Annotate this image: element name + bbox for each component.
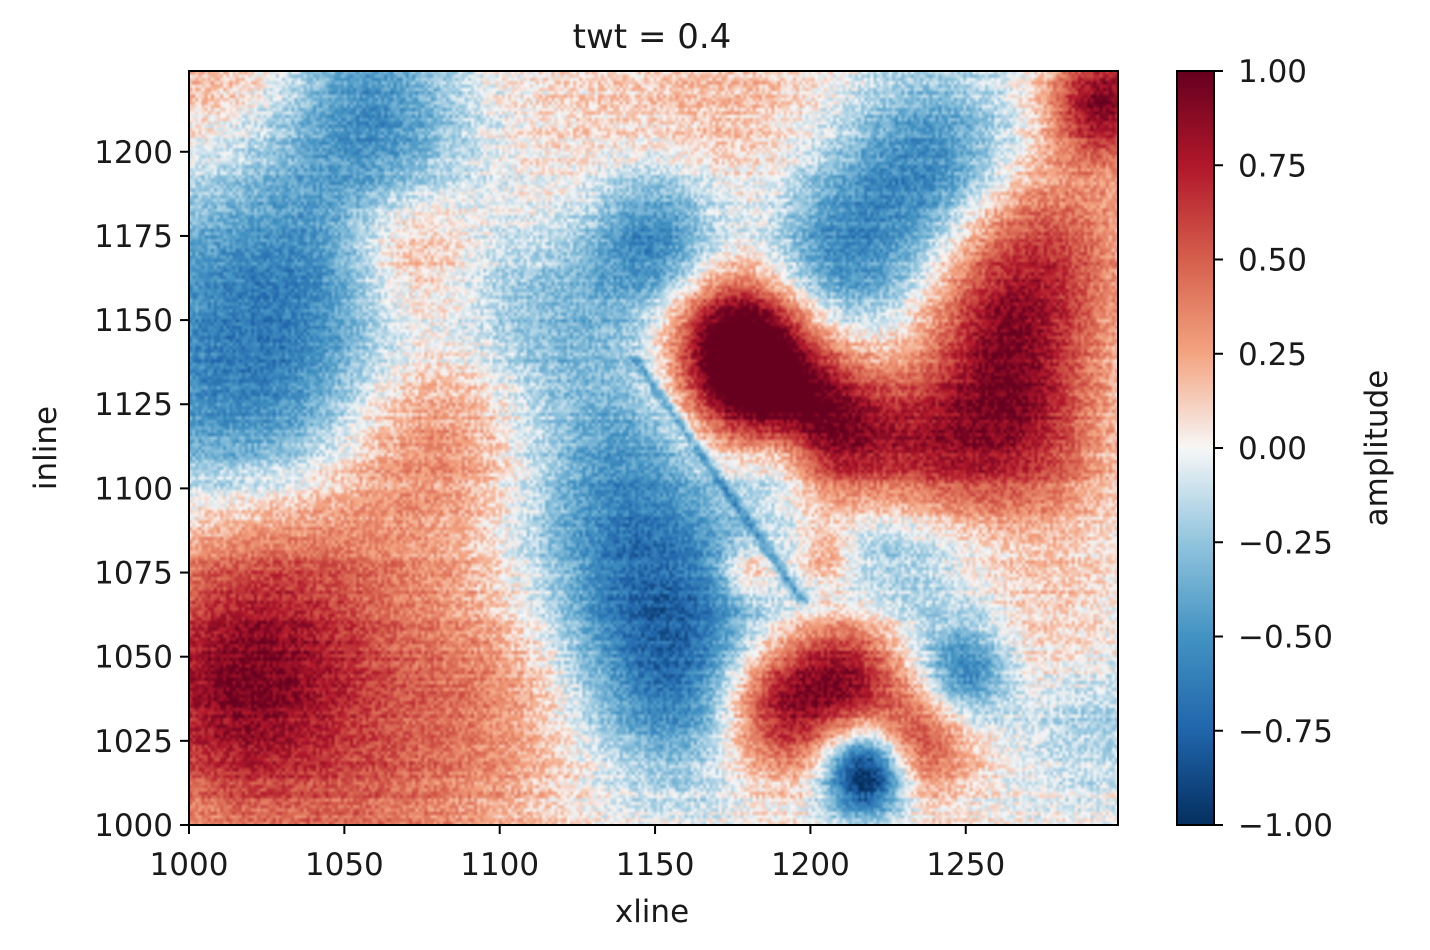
colorbar-tick-label: −0.75 [1238, 714, 1333, 750]
colorbar-label: amplitude [1359, 370, 1395, 527]
colorbar: 1.00 0.75 0.50 0.25 0.00 −0.25 −0.50 −0.75 −1.00… [1176, 54, 1395, 844]
y-tick-label: 1200 [94, 135, 173, 171]
y-axis-ticks: 1000 1025 1050 1075 1100 1125 1150 1175 1200 [94, 135, 189, 844]
colorbar-tick-label: −0.25 [1238, 525, 1333, 561]
x-tick-label: 1150 [616, 847, 695, 883]
chart-title: twt = 0.4 [573, 17, 732, 57]
colorbar-tick-label: 0.25 [1238, 337, 1307, 373]
colorbar-tick-label: 0.50 [1238, 243, 1307, 279]
y-axis-label: inline [28, 406, 64, 490]
x-tick-label: 1100 [460, 847, 539, 883]
y-tick-label: 1075 [94, 556, 173, 592]
x-tick-label: 1250 [926, 847, 1005, 883]
y-tick-label: 1100 [94, 471, 173, 507]
colorbar-tick-label: 0.75 [1238, 148, 1307, 184]
y-tick-label: 1025 [94, 724, 173, 760]
colorbar-tick-label: −0.50 [1238, 620, 1333, 656]
x-tick-label: 1050 [305, 847, 384, 883]
heatmap-image [189, 71, 1118, 825]
y-tick-label: 1050 [94, 640, 173, 676]
colorbar-tick-label: 0.00 [1238, 431, 1307, 467]
y-tick-label: 1125 [94, 387, 173, 423]
y-tick-label: 1000 [94, 808, 173, 844]
plot-frame [188, 70, 1119, 826]
x-axis-label: xline [615, 894, 689, 930]
colorbar-tick-label: −1.00 [1238, 808, 1333, 844]
x-axis-ticks: 1000 1050 1100 1150 1200 1250 [150, 825, 1005, 883]
colorbar-gradient [1177, 71, 1214, 825]
colorbar-tick-label: 1.00 [1238, 54, 1307, 90]
heatmap-area [188, 70, 1119, 826]
colorbar-ticks: 1.00 0.75 0.50 0.25 0.00 −0.25 −0.50 −0.75 −1.00 [1214, 54, 1333, 844]
y-tick-label: 1175 [94, 219, 173, 255]
x-tick-label: 1000 [150, 847, 229, 883]
x-tick-label: 1200 [771, 847, 850, 883]
y-tick-label: 1150 [94, 303, 173, 339]
